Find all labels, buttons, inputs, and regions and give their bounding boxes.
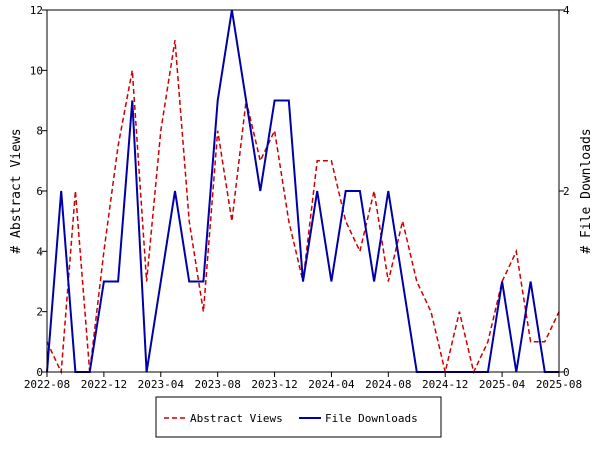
x-tick-label: 2025-04 — [479, 378, 526, 391]
y-right-tick-label: 2 — [563, 185, 570, 198]
y-right-tick-label: 0 — [563, 366, 570, 379]
x-tick-label: 2024-04 — [308, 378, 355, 391]
y-right-axis-title: # File Downloads — [579, 128, 594, 253]
y-left-tick-label: 10 — [30, 64, 43, 77]
legend-label-file-downloads: File Downloads — [325, 412, 418, 425]
x-tick-label: 2022-12 — [81, 378, 127, 391]
x-tick-label: 2023-12 — [251, 378, 297, 391]
y-left-tick-label: 12 — [30, 4, 43, 17]
x-tick-label: 2024-08 — [365, 378, 411, 391]
legend-label-abstract-views: Abstract Views — [190, 412, 283, 425]
legend: Abstract Views File Downloads — [155, 396, 442, 438]
plot-frame — [46, 9, 560, 373]
legend-box — [155, 396, 442, 438]
y-left-tick-label: 6 — [36, 185, 43, 198]
y-left-tick-label: 2 — [36, 306, 43, 319]
x-tick-label: 2023-08 — [194, 378, 240, 391]
x-tick-label: 2023-04 — [138, 378, 185, 391]
x-tick-label: 2022-08 — [24, 378, 70, 391]
y-left-tick-label: 0 — [36, 366, 43, 379]
series-line-file-downloads — [46, 9, 559, 373]
x-tick-label: 2024-12 — [422, 378, 468, 391]
y-right-tick-label: 4 — [563, 4, 570, 17]
y-left-tick-label: 4 — [36, 245, 43, 258]
y-left-axis-title: # Abstract Views — [9, 128, 24, 253]
x-tick-label: 2025-08 — [536, 378, 582, 391]
y-left-tick-label: 8 — [36, 125, 43, 138]
